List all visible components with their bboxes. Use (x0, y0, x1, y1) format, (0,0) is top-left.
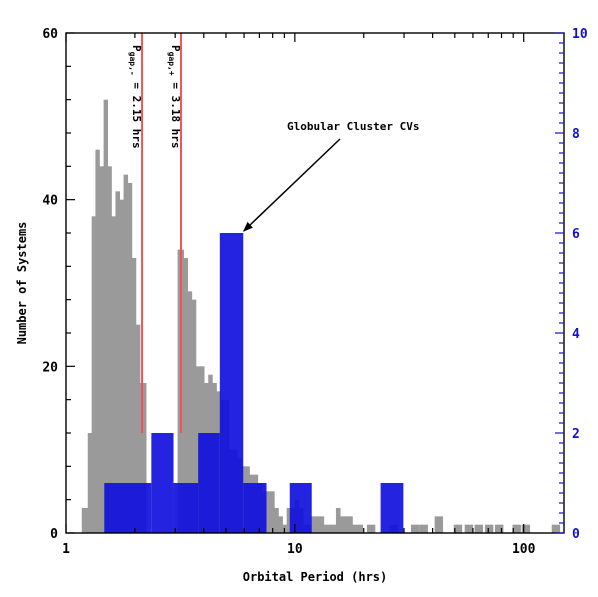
gray-bar (274, 508, 279, 533)
x-axis-label: Orbital Period (hrs) (243, 570, 388, 584)
x-tick-label: 1 (62, 542, 70, 557)
gray-bar (119, 199, 124, 533)
gray-bar (319, 516, 325, 533)
gray-bar (270, 491, 275, 533)
blue-bar (173, 483, 199, 533)
gray-bar (453, 524, 463, 533)
gray-bar (434, 516, 444, 533)
globular-cluster-annotation: Globular Cluster CVs (287, 120, 419, 133)
blue-bar (198, 433, 220, 533)
gray-bar (352, 524, 357, 533)
y-right-tick-label: 10 (572, 27, 588, 42)
gray-bar (331, 524, 337, 533)
y-left-tick-label: 20 (42, 360, 58, 375)
gray-bar (131, 258, 137, 533)
axis-ticks (65, 32, 564, 534)
gray-bar (484, 524, 494, 533)
y-right-tick-label: 4 (572, 327, 580, 342)
gray-bar (315, 516, 320, 533)
gray-bar (135, 324, 141, 533)
gray-bar (87, 433, 93, 533)
gray-bar (419, 524, 428, 533)
gray-bar (512, 524, 521, 533)
y-left-tick-label: 0 (50, 527, 58, 542)
gray-bar (127, 183, 133, 533)
gray-bar (123, 174, 129, 533)
gray-bar (521, 524, 531, 533)
y-right-tick-label: 8 (572, 127, 580, 142)
y-right-tick-label: 6 (572, 227, 580, 242)
gray-bar (327, 524, 333, 533)
gray-bar (366, 524, 376, 533)
gray-bar (464, 524, 474, 533)
gray-bar (335, 508, 341, 533)
gray-bar (183, 258, 189, 533)
gray-bar (266, 491, 271, 533)
gray-bar (344, 516, 349, 533)
gray-bar (474, 524, 483, 533)
gray-bar (286, 508, 292, 533)
x-tick-label: 10 (287, 542, 303, 557)
gray-bar (91, 216, 96, 534)
gray-bar (81, 508, 89, 533)
y-left-tick-label: 60 (42, 27, 58, 42)
blue-bar (151, 433, 174, 533)
tick-labels: 1 10 100 0 20 40 60 0 2 4 6 8 10 (42, 27, 587, 557)
gray-bar (95, 149, 100, 533)
gray-bar (107, 166, 112, 534)
period-gap-lines (141, 33, 182, 433)
gray-bar (348, 516, 353, 533)
y-axis-label: Number of Systems (15, 222, 29, 345)
blue-bar (243, 483, 267, 533)
gray-bar (103, 99, 108, 534)
x-tick-label: 100 (512, 542, 536, 557)
globular-cluster-histogram (104, 233, 404, 533)
period-gap-label: Pgap,- = 2.15 hrs (128, 45, 143, 149)
gray-bar (139, 383, 147, 533)
gray-bar (191, 299, 197, 533)
gray-bar (411, 524, 420, 533)
blue-bar (289, 483, 312, 533)
gray-bar (340, 516, 345, 533)
gray-bar (99, 166, 104, 534)
y-right-tick-label: 0 (572, 527, 580, 542)
gray-bar (111, 216, 116, 534)
gray-bar (115, 191, 120, 534)
gray-bar (323, 524, 329, 533)
blue-bar (380, 483, 404, 533)
gap-line-labels: Pgap,- = 2.15 hrs Pgap,+ = 3.18 hrs (128, 45, 182, 149)
blue-bar (219, 233, 244, 533)
blue-bar (104, 483, 152, 533)
gray-bar (187, 291, 193, 533)
gray-bar (356, 524, 364, 533)
gray-bar (195, 366, 201, 533)
gray-bar (278, 516, 283, 533)
gray-bar (495, 524, 504, 533)
y-right-tick-label: 2 (572, 427, 580, 442)
y-left-tick-label: 40 (42, 194, 58, 209)
gray-bar (551, 524, 561, 533)
gray-bar (311, 516, 316, 533)
annotation-arrow (243, 138, 341, 232)
period-gap-label: Pgap,+ = 3.18 hrs (167, 45, 182, 149)
